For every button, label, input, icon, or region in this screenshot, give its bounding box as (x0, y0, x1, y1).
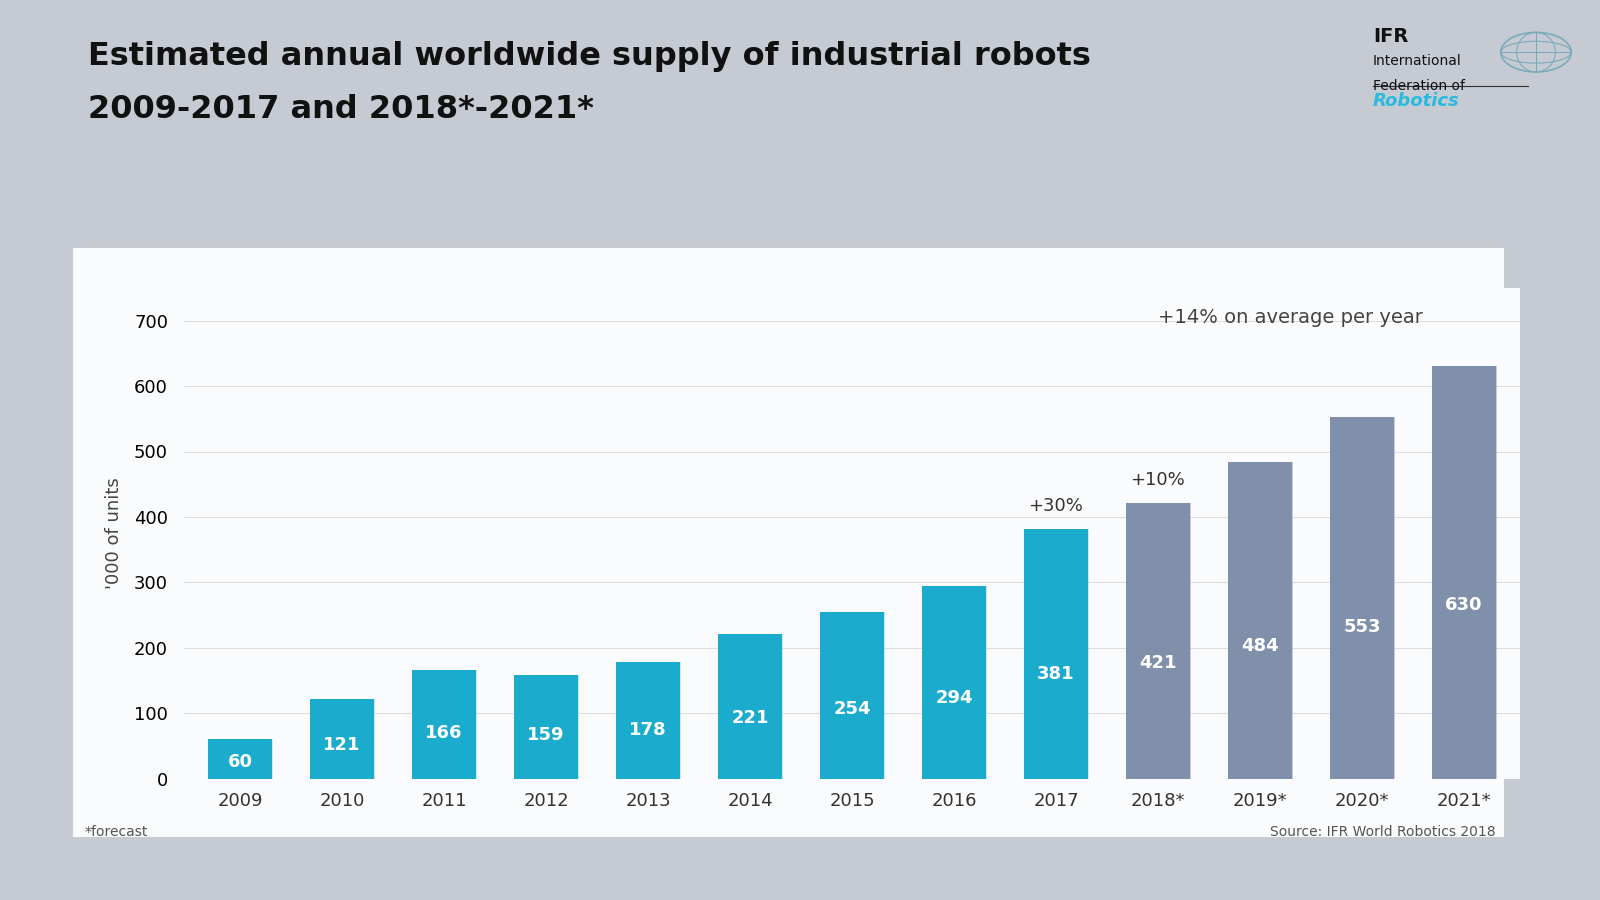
Text: 166: 166 (426, 724, 462, 742)
Bar (832, 612, 885, 778)
Text: 294: 294 (936, 688, 973, 706)
Text: IFR: IFR (1373, 27, 1408, 46)
Bar (413, 670, 475, 778)
Bar (922, 586, 986, 778)
Bar (1229, 462, 1291, 778)
Text: 484: 484 (1242, 636, 1278, 654)
Bar (1432, 366, 1496, 778)
Text: Estimated annual worldwide supply of industrial robots: Estimated annual worldwide supply of ind… (88, 40, 1091, 71)
Text: 2009-2017 and 2018*-2021*: 2009-2017 and 2018*-2021* (88, 94, 594, 125)
Text: 381: 381 (1037, 665, 1075, 683)
Bar (1024, 529, 1088, 778)
Text: Robotics: Robotics (1373, 92, 1459, 110)
Bar (1126, 503, 1189, 778)
Bar (1035, 529, 1090, 778)
Text: 221: 221 (731, 709, 768, 727)
Text: +10%: +10% (1131, 471, 1186, 489)
Bar (933, 586, 987, 778)
Bar (1330, 417, 1394, 778)
Bar (1443, 366, 1498, 778)
FancyBboxPatch shape (72, 248, 1504, 837)
Text: 553: 553 (1342, 617, 1381, 635)
Bar (821, 612, 883, 778)
Text: +14% on average per year: +14% on average per year (1158, 308, 1422, 327)
Bar (1138, 503, 1190, 778)
Text: International: International (1373, 54, 1461, 68)
Bar (616, 662, 680, 778)
Text: 421: 421 (1139, 654, 1176, 672)
Bar (515, 674, 578, 778)
Bar (1341, 417, 1395, 778)
Text: 630: 630 (1445, 597, 1483, 615)
Text: 60: 60 (227, 753, 253, 771)
Bar (310, 699, 374, 778)
Bar (424, 670, 477, 778)
Bar (219, 739, 274, 778)
Text: *forecast: *forecast (85, 825, 149, 840)
Y-axis label: '000 of units: '000 of units (106, 477, 123, 590)
Text: +30%: +30% (1029, 497, 1083, 515)
Bar (525, 674, 579, 778)
Bar (718, 634, 782, 778)
Text: 178: 178 (629, 721, 667, 739)
Text: Source: IFR World Robotics 2018: Source: IFR World Robotics 2018 (1270, 825, 1496, 840)
Bar (627, 662, 682, 778)
Bar (208, 739, 272, 778)
Text: 254: 254 (834, 699, 870, 717)
Text: 121: 121 (323, 736, 362, 754)
Bar (1238, 462, 1293, 778)
Bar (730, 634, 782, 778)
Text: Federation of: Federation of (1373, 79, 1466, 94)
Text: 159: 159 (528, 725, 565, 743)
Bar (322, 699, 374, 778)
